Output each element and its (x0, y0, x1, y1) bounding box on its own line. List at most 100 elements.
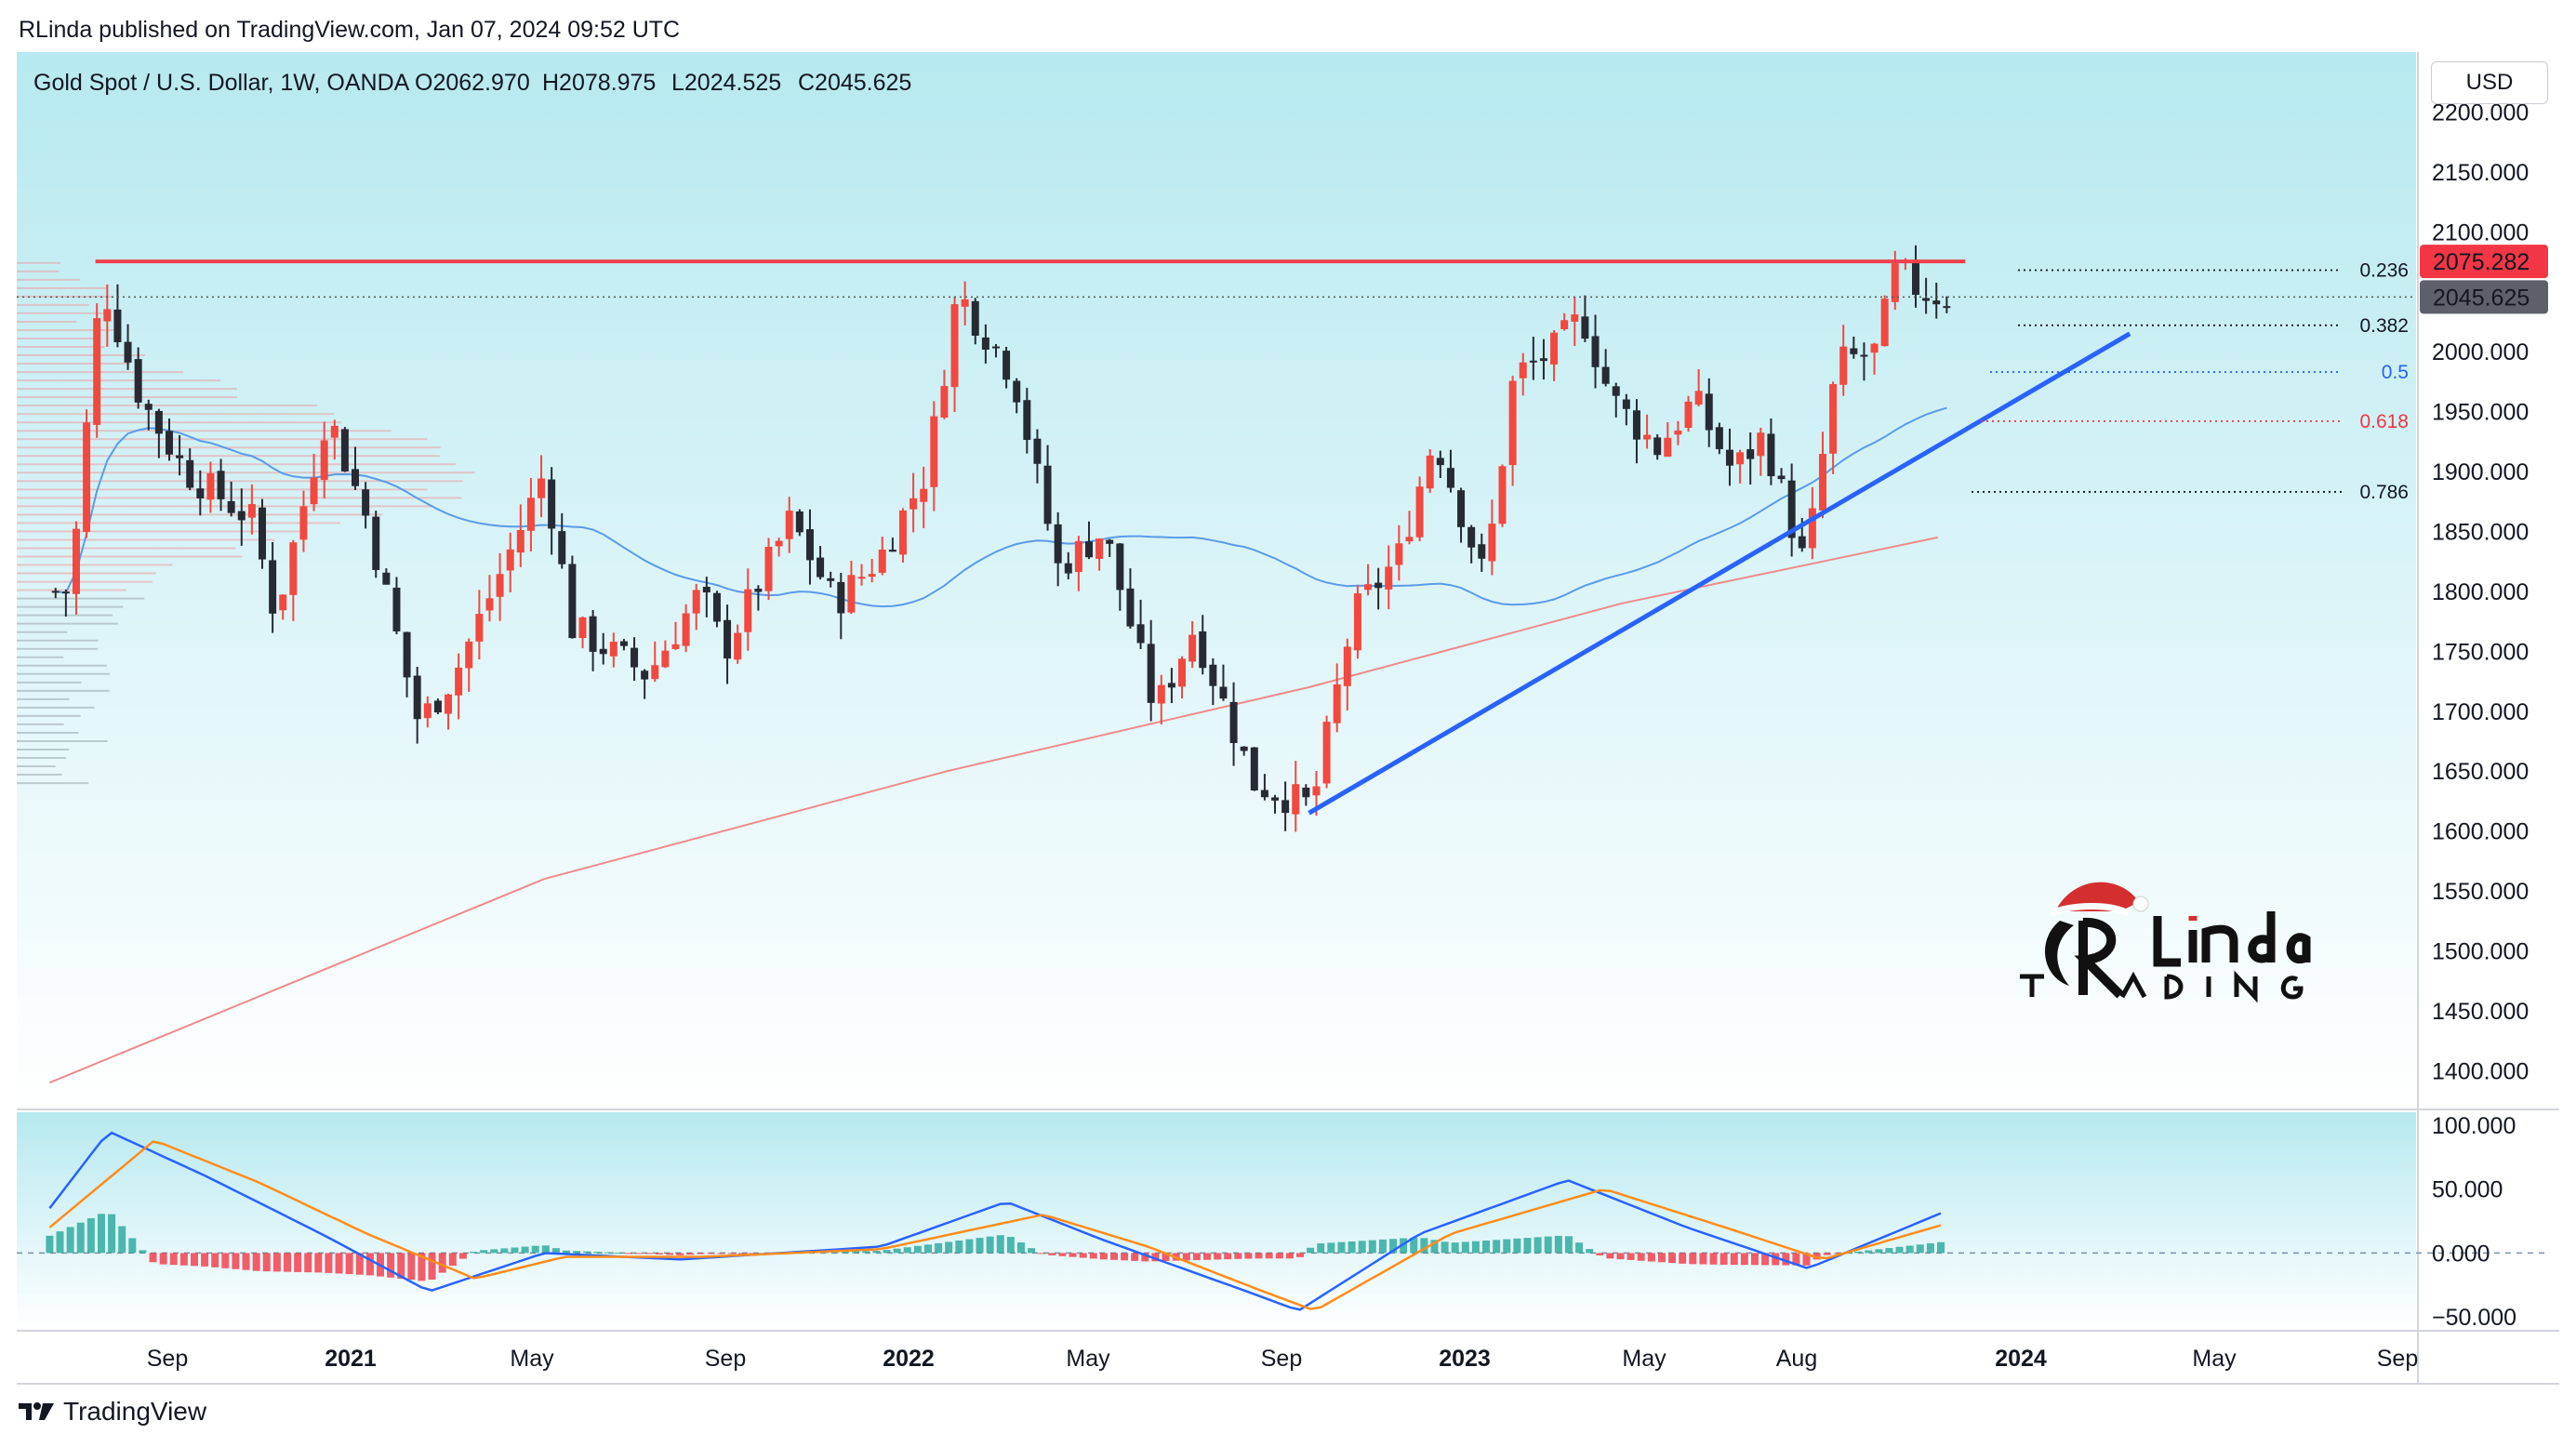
time-axis[interactable]: Sep 2021 May Sep 2022 May Sep 2023 May Aug 2024 May… (147, 1346, 2418, 1372)
macd-histogram-bar (1885, 1248, 1893, 1254)
candle-body (764, 546, 773, 591)
candle-body (702, 586, 710, 593)
candle-body (176, 455, 184, 458)
candle-body (971, 300, 979, 337)
candle-body (1829, 384, 1838, 454)
candle-body (165, 431, 173, 455)
fibonacci-levels[interactable]: 0.236 0.382 0.5 0.618 0.786 (1972, 260, 2409, 503)
footer-brand[interactable]: TradingView (19, 1397, 206, 1427)
time-tick-label: 2021 (325, 1346, 377, 1372)
candle-body (1560, 320, 1569, 329)
macd-histogram-bar (283, 1253, 291, 1272)
macd-histogram-bar (935, 1242, 943, 1254)
candle-body (1312, 786, 1321, 796)
candle-body (754, 589, 763, 592)
macd-histogram-bar (458, 1253, 467, 1259)
candle-body (1436, 458, 1444, 466)
macd-histogram-bar (955, 1241, 963, 1254)
candle-body (1643, 434, 1652, 440)
macd-histogram-bar (1089, 1253, 1097, 1259)
currency-button[interactable]: USD (2431, 61, 2548, 104)
macd-histogram-bar (1471, 1241, 1480, 1254)
macd-histogram-bar (1575, 1242, 1584, 1254)
macd-histogram-bar (1761, 1253, 1770, 1266)
macd-histogram-bar (737, 1253, 746, 1255)
candle-body (237, 511, 246, 521)
candle-body (1199, 631, 1207, 669)
support-trendline[interactable] (1308, 331, 2131, 816)
macd-histogram-bar (1668, 1253, 1677, 1264)
macd-histogram-bar (470, 1252, 478, 1254)
time-tick-label: Sep (1261, 1346, 1302, 1372)
macd-histogram-bar (1451, 1242, 1459, 1254)
candle-body (1478, 544, 1486, 559)
candle-body (124, 341, 132, 363)
macd-histogram-bar (614, 1253, 622, 1255)
macd-histogram-bar (1865, 1250, 1873, 1254)
macd-histogram-bar (355, 1253, 364, 1275)
macd-histogram-bar (428, 1253, 436, 1281)
macd-histogram-bar (1348, 1241, 1356, 1254)
macd-histogram-bar (190, 1253, 198, 1267)
macd-histogram-bar (676, 1253, 684, 1255)
macd-histogram-bar (1905, 1245, 1914, 1254)
candle-body (352, 469, 360, 486)
candle-body (950, 304, 959, 388)
candle-body (1684, 401, 1693, 429)
price-tick-label: 2100.000 (2432, 219, 2529, 246)
tradingview-logo-icon (19, 1402, 54, 1420)
macd-histogram-bar (1224, 1253, 1232, 1260)
candle-body (1757, 432, 1765, 457)
price-tick-label: 1500.000 (2432, 938, 2529, 964)
macd-histogram-bar (1627, 1253, 1635, 1260)
macd-histogram-bar (923, 1244, 932, 1254)
macd-histogram-bar (139, 1250, 147, 1254)
macd-histogram-bar (149, 1253, 157, 1263)
candle-body (1777, 475, 1786, 480)
macd-histogram-bar (1679, 1253, 1687, 1264)
price-tick-label: 1550.000 (2432, 879, 2529, 905)
candle-body (631, 647, 639, 668)
candle-body (682, 613, 690, 646)
macd-histogram-bar (108, 1214, 116, 1254)
macd-histogram-bar (1586, 1249, 1594, 1254)
candle-body (516, 529, 524, 553)
candle-body (1126, 588, 1135, 627)
macd-histogram-bar (1689, 1253, 1697, 1265)
legend-close: C2045.625 (798, 70, 911, 96)
macd-histogram-bar (128, 1238, 137, 1254)
macd-histogram-bar (749, 1253, 757, 1255)
candle-body (1415, 486, 1424, 538)
price-axis[interactable]: 2200.000 2150.000 2100.000 2000.000 1950.000… (2432, 100, 2529, 1084)
candles[interactable] (51, 245, 1951, 832)
candle-body (103, 309, 112, 322)
candle-body (1364, 584, 1373, 591)
time-tick-label: May (1622, 1346, 1666, 1372)
candle-body (1333, 684, 1341, 724)
macd-histogram-bar (1802, 1253, 1811, 1266)
candle-body (445, 694, 453, 714)
macd-histogram-bar (1182, 1253, 1190, 1261)
macd-histogram-bar (1358, 1241, 1366, 1254)
price-tag-box (2420, 245, 2548, 279)
candle-body (310, 477, 318, 505)
macd-histogram-bar (1564, 1236, 1573, 1254)
candle-body (1664, 437, 1672, 458)
candle-body (259, 507, 266, 560)
candle-body (465, 641, 473, 669)
candle-body (609, 642, 617, 657)
candle-body (641, 670, 649, 680)
macd-histogram-bar (593, 1252, 602, 1254)
time-tick-label: May (1066, 1346, 1110, 1372)
candle-body (910, 498, 918, 510)
macd-histogram-bar (1616, 1253, 1625, 1260)
candle-body (734, 632, 742, 660)
candle-body (1353, 593, 1361, 651)
candle-body (196, 488, 205, 498)
macd-histogram-bar (1400, 1238, 1408, 1254)
candle-body (661, 650, 670, 668)
candle-body (1302, 787, 1310, 798)
macd-histogram-bar (717, 1253, 725, 1255)
candle-body (1147, 644, 1155, 703)
